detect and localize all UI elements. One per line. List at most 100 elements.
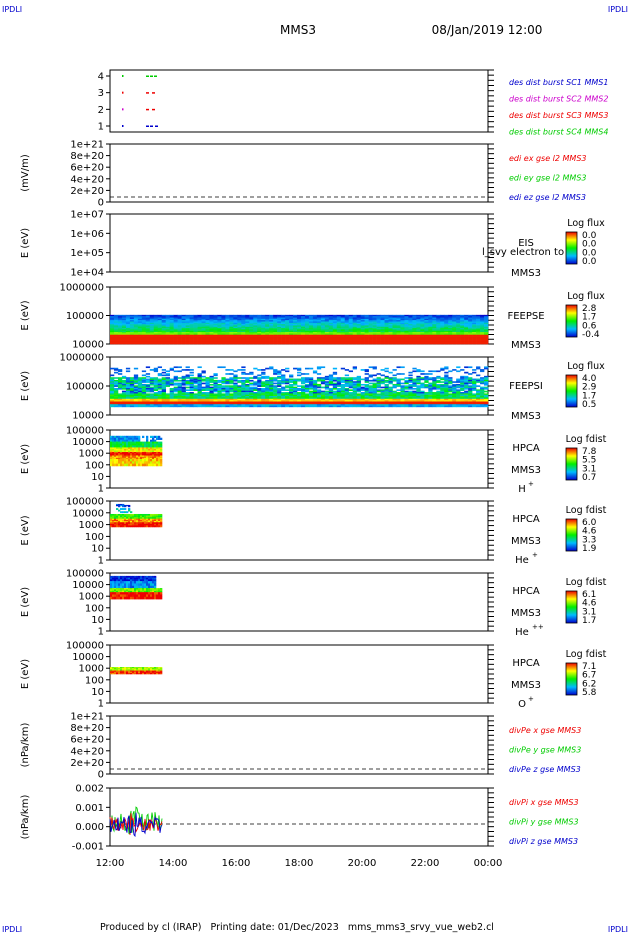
spectrogram-cell [138,445,141,448]
spectrogram-cell [340,401,346,404]
spectrogram-cell [432,379,437,382]
spectrogram-cell [124,518,127,521]
spectrogram-cell [265,385,270,387]
spectrogram-cell [368,366,373,369]
spectrogram-cell [221,341,226,343]
spectrogram-cell [142,454,145,456]
spectrogram-cell [122,461,125,464]
spectrogram-cell [141,379,147,382]
spectrogram-cell [125,322,131,325]
spectrogram-cell [156,463,159,467]
spectrogram-cell [133,342,139,345]
spectrogram-cell [456,385,461,387]
spectrogram-cell [360,401,365,404]
spectrogram-cell [253,334,258,337]
spectrogram-cell [149,382,155,385]
spectrogram-cell [476,322,481,325]
spectrogram-cell [116,504,119,507]
spectrogram-cell [197,336,202,338]
spectrogram-cell [340,378,346,381]
y-tick-label: 2e+20 [70,186,104,197]
spectrogram-cell [185,394,190,397]
spectrogram-cell [476,400,481,402]
spectrogram-cell [464,340,469,342]
spectrogram-cell [122,505,125,508]
spectrogram-cell [149,383,155,386]
spectrogram-cell [110,445,113,448]
spectrogram-cell [472,381,477,383]
spectrogram-cell [128,457,131,460]
spectrogram-cell [320,338,326,341]
spectrogram-cell [149,316,155,318]
spectrogram-cell [484,336,489,338]
spectrogram-cell [261,402,266,405]
spectrogram-cell [328,325,334,328]
spectrogram-cell [408,314,413,317]
spectrogram-cell [308,392,314,394]
spectrogram-cell [300,337,306,339]
spectrogram-cell [440,330,445,333]
spectrogram-cell [221,401,226,404]
spectrogram-cell [114,450,117,453]
spectrogram-cell [448,389,453,391]
spectrogram-cell [133,400,139,402]
spectrogram-cell [201,336,206,338]
spectrogram-cell [213,405,218,408]
spectrogram-cell [352,328,357,330]
spectrogram-cell [110,439,113,442]
spectrogram-cell [444,404,449,406]
spectrogram-cell [261,341,266,343]
spectrogram-cell [428,340,433,342]
spectrogram-cell [332,388,338,390]
spectrogram-cell [165,393,170,396]
spectrogram-cell [161,389,167,391]
spectrogram-cell [165,325,170,328]
spectrogram-cell [142,453,145,455]
spectrogram-cell [420,393,425,396]
spectrogram-cell [300,382,306,385]
spectrogram-cell [121,385,127,387]
spectrogram-cell [189,338,194,341]
spectrogram-cell [444,396,449,398]
spectrogram-cell [468,330,473,333]
spectrogram-cell [432,325,437,328]
spectrogram-cell [281,397,286,400]
spectrogram-cell [125,334,131,337]
spectrogram-cell [404,381,409,383]
spectrogram-cell [416,321,421,324]
spectrogram-cell [209,320,214,322]
spectrogram-cell [120,455,123,457]
spectrogram-cell [181,338,186,341]
spectrogram-cell [376,329,381,332]
spectrogram-cell [118,443,121,446]
spectrogram-cell [261,398,266,401]
spectrogram-cell [360,322,365,325]
spectrogram-cell [400,337,405,339]
spectrogram-cell [173,341,178,343]
spectrogram-cell [185,397,190,400]
spectrogram-cell [332,338,338,341]
spectrogram-cell [177,398,182,401]
spectrogram-cell [116,515,119,518]
spectrogram-cell [396,329,401,332]
spectrogram-cell [340,329,346,332]
spectrogram-cell [372,398,377,401]
spectrogram-cell [372,316,377,318]
spectrogram-cell [308,317,314,320]
spectrogram-cell [408,325,413,328]
spectrogram-cell [130,523,133,526]
spectrogram-cell [476,394,481,397]
spectrogram-cell [110,396,115,398]
spectrogram-cell [380,333,385,336]
spectrogram-cell [285,340,290,342]
spectrogram-cell [161,336,167,338]
spectrogram-cell [165,333,170,336]
spectrogram-cell [185,337,190,339]
spectrogram-cell [476,326,481,329]
spectrogram-cell [229,320,234,322]
spectrogram-cell [320,390,326,393]
spectrogram-cell [189,397,194,400]
spectrogram-cell [320,382,326,385]
spectrogram-cell [193,379,198,382]
spectrogram-cell [460,316,465,318]
